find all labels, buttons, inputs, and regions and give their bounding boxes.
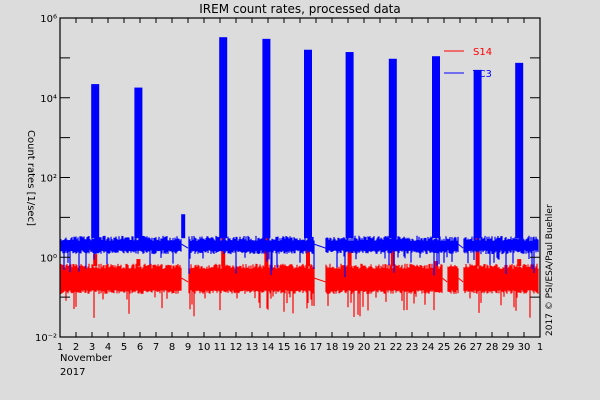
spike <box>136 259 141 267</box>
x-tick-label: 12 <box>230 342 243 353</box>
series-tc3 <box>60 37 539 278</box>
x-tick-label: 17 <box>310 342 323 353</box>
x-tick-label: 27 <box>470 342 483 353</box>
x-tick-label: 20 <box>358 342 371 353</box>
x-tick-label: 3 <box>89 342 95 353</box>
x-tick-label: 2 <box>73 342 79 353</box>
x-tick-label: 1 <box>57 342 63 353</box>
x-tick-label: 14 <box>262 342 275 353</box>
x-axis: 1 2 3 4 5 6 7 8 9 10 11 12 13 14 15 16 17 18 19 20 21 22 23 24 2… <box>57 18 543 353</box>
y-tick-label: 10⁴ <box>40 94 57 105</box>
spike <box>304 49 312 239</box>
legend-label-tc3: TC3 <box>472 69 492 80</box>
x-tick-label: 23 <box>406 342 419 353</box>
y-tick-label: 10⁰ <box>40 253 57 264</box>
spike <box>390 250 395 267</box>
y-tick-label: 10⁶ <box>40 14 57 25</box>
x-tick-label: 6 <box>137 342 143 353</box>
x-tick-label: 26 <box>454 342 467 353</box>
x-tick-label: 16 <box>294 342 307 353</box>
x-tick-label: 11 <box>214 342 227 353</box>
spike <box>93 254 98 267</box>
series-layer <box>60 37 539 318</box>
x-axis-month-label: November <box>60 353 113 364</box>
credit-text: 2017 © PSI/ESA/Paul Buehler <box>545 204 555 336</box>
x-tick-label: 18 <box>326 342 339 353</box>
x-tick-label: 9 <box>185 342 191 353</box>
x-tick-label: 13 <box>246 342 259 353</box>
spike <box>219 37 228 239</box>
x-tick-label: 28 <box>486 342 499 353</box>
spike <box>515 62 524 239</box>
x-tick-label: 21 <box>374 342 387 353</box>
spike <box>181 214 186 239</box>
x-tick-label: 7 <box>153 342 159 353</box>
x-axis-year-label: 2017 <box>60 367 85 378</box>
y-axis: 10⁶ 10⁴ 10² 10⁰ 10⁻² <box>35 14 540 344</box>
spike <box>91 84 100 239</box>
spike <box>134 87 143 239</box>
spike <box>432 56 440 239</box>
x-tick-label: 10 <box>198 342 211 353</box>
legend-label-s14: S14 <box>473 47 492 58</box>
legend: S14 TC3 <box>444 47 492 80</box>
spike <box>434 261 438 267</box>
x-tick-label: 22 <box>390 342 403 353</box>
spike <box>306 241 310 267</box>
x-tick-label: 30 <box>518 342 531 353</box>
x-tick-label: 24 <box>422 342 435 353</box>
x-tick-label: 1 <box>537 342 543 353</box>
y-tick-label: 10⁻² <box>35 333 57 344</box>
x-tick-label: 4 <box>105 342 111 353</box>
spike <box>473 69 482 239</box>
x-tick-label: 15 <box>278 342 291 353</box>
x-tick-label: 29 <box>502 342 515 353</box>
y-tick-label: 10² <box>40 174 57 185</box>
y-axis-label: Count rates [1/sec] <box>25 130 36 226</box>
spike <box>517 259 522 267</box>
x-tick-label: 25 <box>438 342 451 353</box>
spike <box>388 58 397 239</box>
x-tick-label: 19 <box>342 342 355 353</box>
spike <box>347 245 352 267</box>
spike <box>345 52 354 239</box>
x-tick-label: 8 <box>169 342 175 353</box>
x-tick-label: 5 <box>121 342 127 353</box>
chart-title: IREM count rates, processed data <box>199 2 401 16</box>
spike <box>262 38 271 239</box>
